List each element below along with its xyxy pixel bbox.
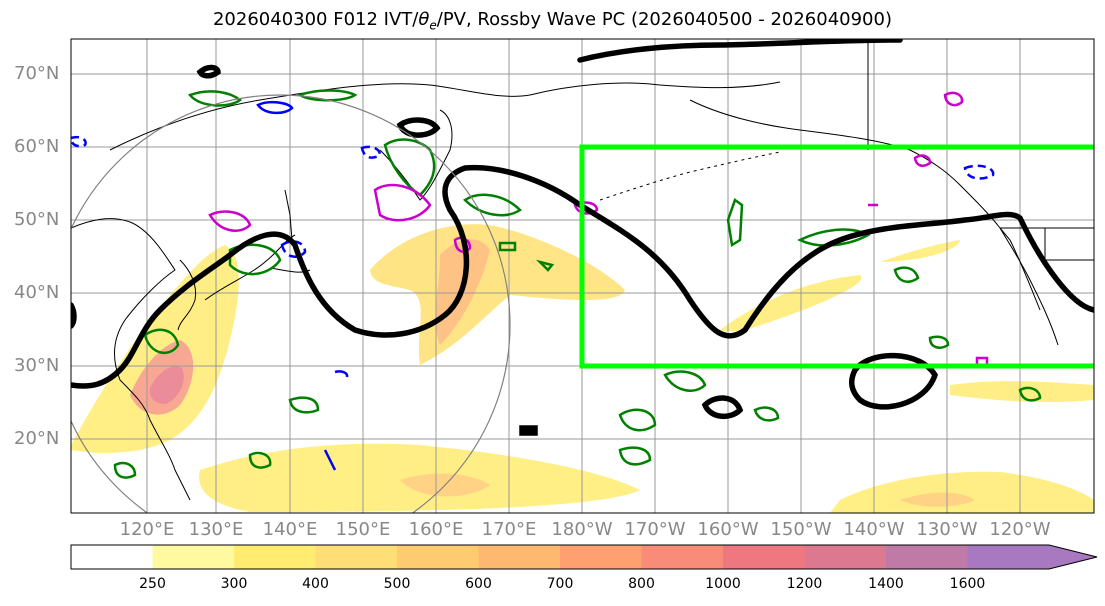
map-frame: [70, 38, 1095, 514]
colorbar-tick-label: 700: [546, 576, 574, 592]
blue-contours: [71, 100, 995, 471]
colorbar-tick-label: 1200: [786, 576, 823, 592]
ivt-plume-west-max: [149, 366, 184, 404]
coastline-alaska: [689, 99, 1041, 311]
radius-circle: [71, 94, 511, 513]
lat-label-60n: 60°N: [14, 136, 60, 157]
pv-contours: [71, 39, 1094, 436]
colorbar-outline: [70, 544, 1098, 570]
lon-label-160e: 160°E: [408, 519, 464, 540]
coastlines: [71, 39, 1094, 501]
colorbar-tick-label: 1400: [868, 576, 904, 592]
colorbar-cell: [723, 545, 805, 569]
pv-small-loop-1: [396, 117, 441, 138]
lon-label-140w: 140°W: [843, 519, 905, 540]
title-prefix: 2026040300 F012 IVT/: [212, 9, 419, 30]
colorbar-cell: [804, 545, 887, 569]
lon-label-120w: 120°W: [989, 519, 1051, 540]
title-theta: θ: [418, 9, 430, 30]
colorbar-cell: [641, 545, 724, 569]
pv-small-loop-2: [701, 395, 744, 419]
coastline-aleutians: [599, 151, 781, 201]
coastline-sakhalin: [284, 189, 293, 241]
lat-label-20n: 20°N: [14, 428, 60, 449]
lat-label-40n: 40°N: [14, 282, 60, 303]
lon-label-180w: 180°W: [551, 519, 613, 540]
colorbar-cell-under: [71, 545, 153, 569]
colorbar-tick-label: 1000: [705, 576, 741, 592]
pv-main-contour: [71, 164, 1094, 389]
lat-label-70n: 70°N: [14, 63, 60, 84]
lon-label-130w: 130°W: [916, 519, 978, 540]
lat-label-30n: 30°N: [14, 355, 60, 376]
title-suffix: /PV, Rossby Wave PC (2026040500 - 202604…: [436, 9, 892, 30]
lon-label-170e: 170°E: [481, 519, 537, 540]
coastline-kamchatka: [379, 109, 453, 201]
coastline-asia: [71, 218, 191, 501]
ivt-plume-central: [370, 224, 625, 365]
map-title: 2026040300 F012 IVT/θe/PV, Rossby Wave P…: [0, 9, 1105, 33]
lon-label-160w: 160°W: [697, 519, 759, 540]
colorbar-tick-label: 800: [628, 576, 655, 592]
colorbar-tick-label: 300: [220, 576, 248, 592]
lon-label-170w: 170°W: [624, 519, 686, 540]
pv-small-loop-4: [519, 425, 538, 436]
title-theta-sub: e: [429, 18, 437, 33]
colorbar-tick-label: 400: [302, 576, 329, 592]
lon-label-150e: 150°E: [335, 519, 391, 540]
colorbar-cell: [152, 545, 235, 569]
lon-label-150w: 150°W: [770, 519, 832, 540]
ivt-band-southeast: [830, 471, 1094, 513]
colorbar-tick-label: 600: [465, 576, 492, 592]
lat-label-50n: 50°N: [14, 209, 60, 230]
pv-north-contour: [577, 39, 903, 63]
colorbar-tick-label: 1600: [949, 576, 986, 592]
ivt-shading: [71, 224, 1094, 513]
pv-west-edge: [71, 302, 77, 329]
coastline-siberia: [109, 81, 781, 151]
coastline-na-west: [999, 227, 1059, 346]
colorbar-cell: [967, 545, 1097, 569]
colorbar-cell: [315, 545, 398, 569]
green-contours: [113, 89, 1042, 479]
lon-label-130e: 130°E: [188, 519, 244, 540]
colorbar-cell: [397, 545, 479, 569]
ivt-band-southeast-core: [900, 492, 975, 507]
coastline-korea: [177, 259, 197, 331]
colorbar-cell: [478, 545, 561, 569]
ivt-plume-east-2: [880, 240, 960, 262]
colorbar-cell: [234, 545, 316, 569]
pv-small-loop-5: [196, 64, 221, 79]
pv-small-loop-3: [848, 352, 939, 410]
colorbar-cell: [886, 545, 968, 569]
lon-label-140e: 140°E: [262, 519, 318, 540]
colorbar-tick-label: 500: [383, 576, 411, 592]
colorbar-tick-label: 250: [139, 576, 166, 592]
ivt-band-east-30n: [950, 381, 1094, 403]
lon-label-120e: 120°E: [119, 519, 175, 540]
pc-region-box: [579, 144, 1094, 369]
colorbar-cell: [560, 545, 642, 569]
